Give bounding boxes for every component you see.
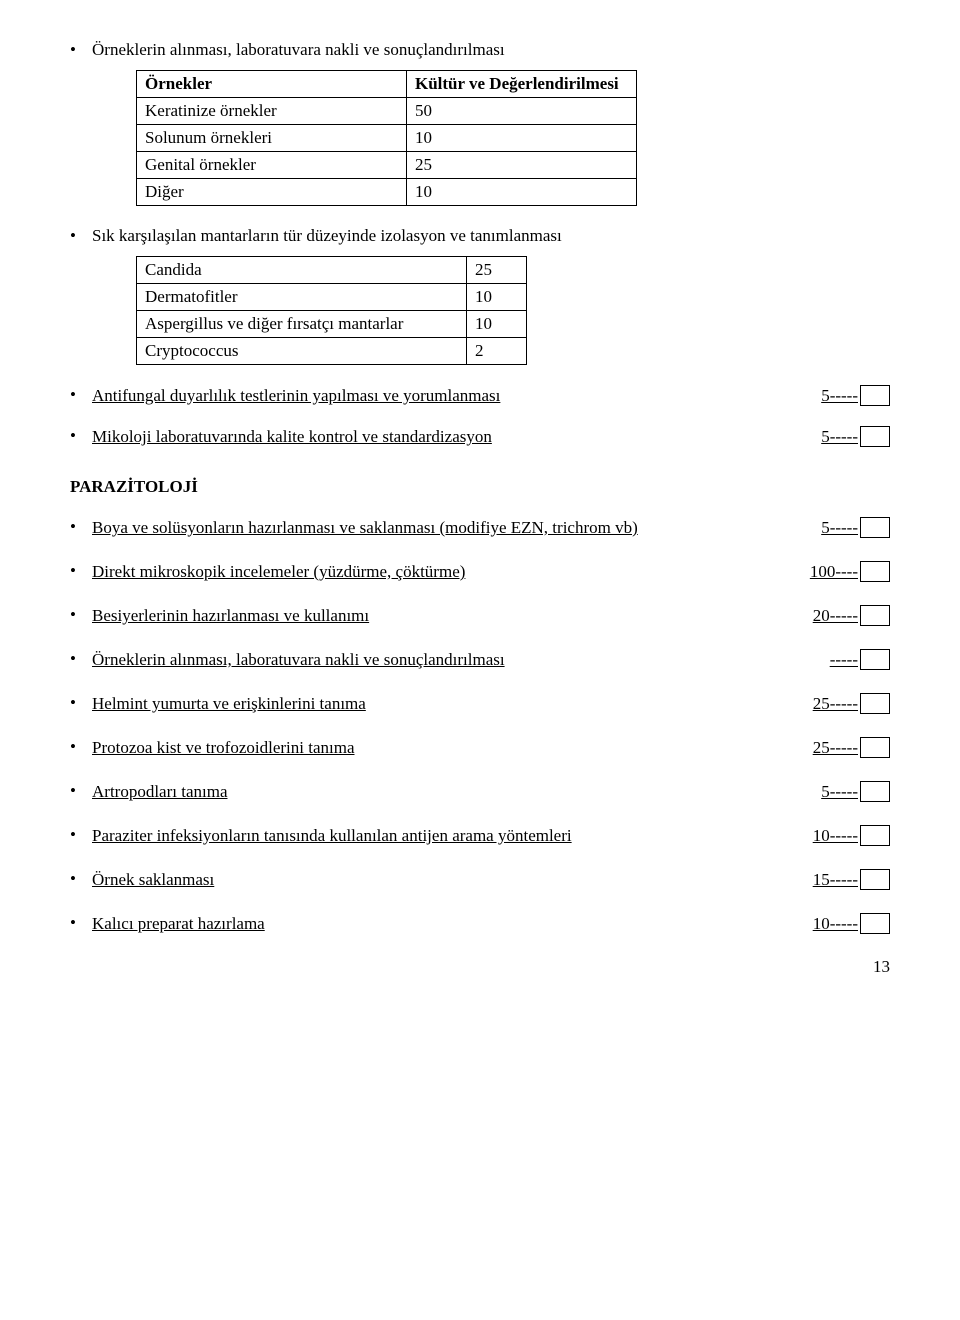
- table-row: Candida25: [137, 257, 527, 284]
- check-row: Antifungal duyarlılık testlerinin yapılm…: [92, 385, 890, 406]
- table-row: Diğer10: [137, 179, 637, 206]
- table-fungi: Candida25 Dermatofitler10 Aspergillus ve…: [136, 256, 527, 365]
- checkbox[interactable]: [860, 825, 890, 846]
- bullet-item-fungi: Sık karşılaşılan mantarların tür düzeyin…: [70, 226, 890, 365]
- check-label: Mikoloji laboratuvarında kalite kontrol …: [92, 427, 492, 447]
- table-row: Cryptococcus2: [137, 338, 527, 365]
- table-row: Solunum örnekleri10: [137, 125, 637, 152]
- list-item: Helmint yumurta ve erişkinlerini tanıma …: [70, 693, 890, 714]
- table-row: Aspergillus ve diğer fırsatçı mantarlar1…: [137, 311, 527, 338]
- check-row: Mikoloji laboratuvarında kalite kontrol …: [92, 426, 890, 447]
- bullet-item-samples: Örneklerin alınması, laboratuvara nakli …: [70, 40, 890, 206]
- page-number: 13: [70, 957, 890, 977]
- check-value: 5-----: [821, 427, 858, 447]
- section-heading-parazitoloji: PARAZİTOLOJİ: [70, 477, 890, 497]
- list-item: Örneklerin alınması, laboratuvara nakli …: [70, 649, 890, 670]
- checkbox[interactable]: [860, 561, 890, 582]
- table-header-2: Kültür ve Değerlendirilmesi: [407, 71, 637, 98]
- table-row: Genital örnekler25: [137, 152, 637, 179]
- table-samples: Örnekler Kültür ve Değerlendirilmesi Ker…: [136, 70, 637, 206]
- table-row: Keratinize örnekler50: [137, 98, 637, 125]
- list-item: Boya ve solüsyonların hazırlanması ve sa…: [70, 517, 890, 538]
- top-bullet-list: Örneklerin alınması, laboratuvara nakli …: [70, 40, 890, 447]
- bullet-item-mikoloji: Mikoloji laboratuvarında kalite kontrol …: [70, 426, 890, 447]
- table-row: Örnekler Kültür ve Değerlendirilmesi: [137, 71, 637, 98]
- checkbox[interactable]: [860, 517, 890, 538]
- list-item: Direkt mikroskopik incelemeler (yüzdürme…: [70, 561, 890, 582]
- list-item: Besiyerlerinin hazırlanması ve kullanımı…: [70, 605, 890, 626]
- table-row: Dermatofitler10: [137, 284, 527, 311]
- checkbox[interactable]: [860, 869, 890, 890]
- list-item: Kalıcı preparat hazırlama 10-----: [70, 913, 890, 934]
- check-value: 5-----: [821, 386, 858, 406]
- list-item: Paraziter infeksiyonların tanısında kull…: [70, 825, 890, 846]
- checkbox[interactable]: [860, 426, 890, 447]
- bullet-title-2: Sık karşılaşılan mantarların tür düzeyin…: [92, 226, 562, 245]
- checkbox[interactable]: [860, 781, 890, 802]
- table-header-1: Örnekler: [137, 71, 407, 98]
- check-label: Antifungal duyarlılık testlerinin yapılm…: [92, 386, 500, 406]
- checkbox[interactable]: [860, 605, 890, 626]
- checkbox[interactable]: [860, 737, 890, 758]
- list-item: Örnek saklanması 15-----: [70, 869, 890, 890]
- bullet-title-1: Örneklerin alınması, laboratuvara nakli …: [92, 40, 505, 59]
- bullet-item-antifungal: Antifungal duyarlılık testlerinin yapılm…: [70, 385, 890, 406]
- checkbox[interactable]: [860, 913, 890, 934]
- paraz-list: Boya ve solüsyonların hazırlanması ve sa…: [70, 517, 890, 934]
- checkbox[interactable]: [860, 693, 890, 714]
- checkbox[interactable]: [860, 385, 890, 406]
- checkbox[interactable]: [860, 649, 890, 670]
- list-item: Artropodları tanıma 5-----: [70, 781, 890, 802]
- list-item: Protozoa kist ve trofozoidlerini tanıma …: [70, 737, 890, 758]
